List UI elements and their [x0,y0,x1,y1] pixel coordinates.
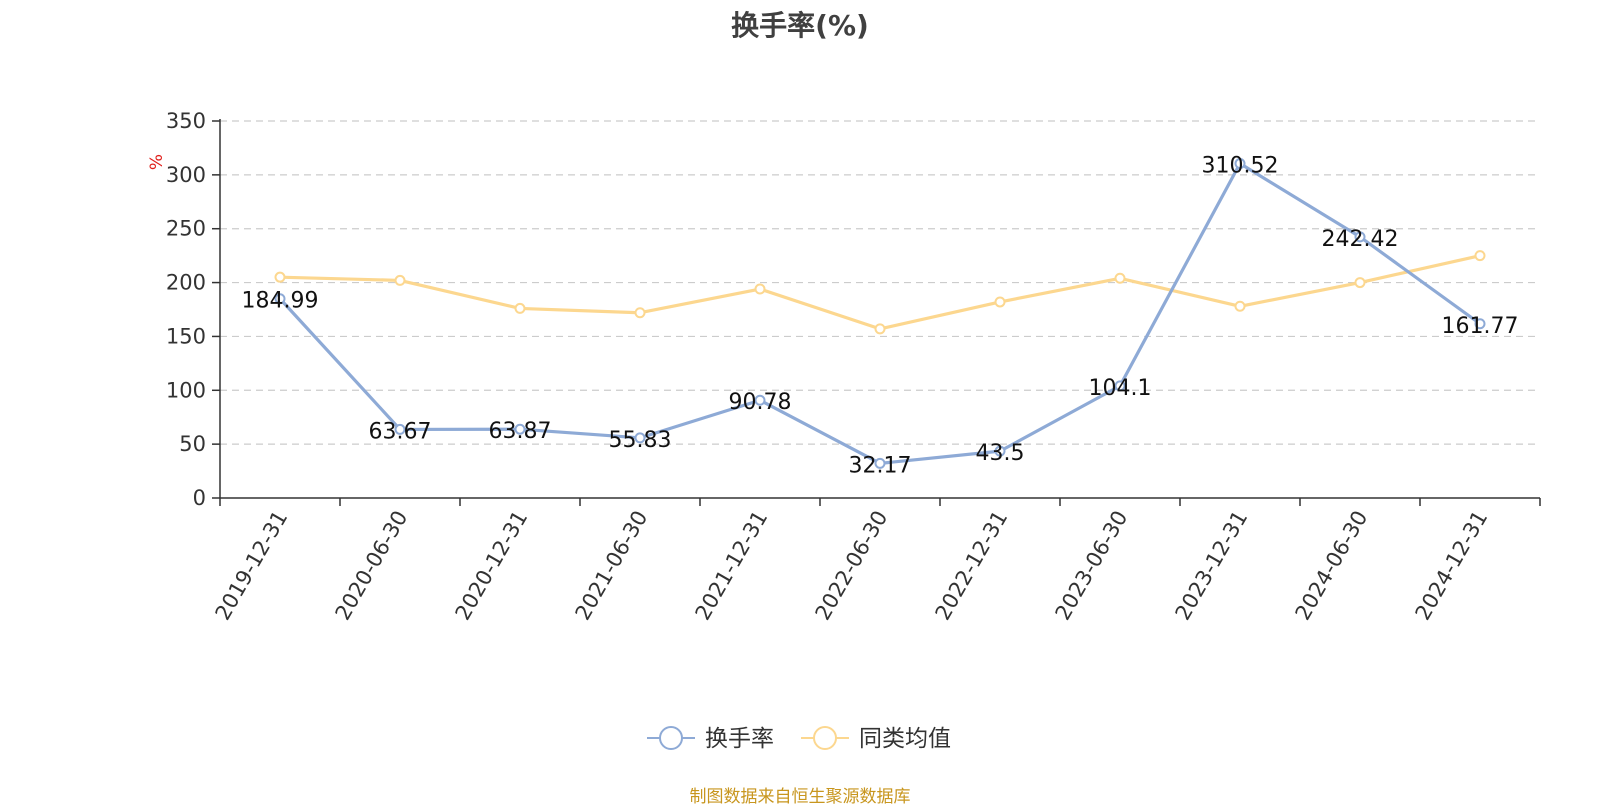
legend-item-turnover[interactable]: 换手率 [647,726,774,752]
data-point-turnover [514,423,526,435]
legend-label: 换手率 [705,726,774,752]
data-point-turnover [394,423,406,435]
data-point-turnover [994,445,1006,457]
data-point-turnover [1354,231,1366,243]
legend[interactable]: 换手率 同类均值 [647,726,951,752]
y-tick-label: 100 [166,378,206,402]
y-tick-label: 150 [166,324,206,348]
chart-title: 换手率(%) [731,9,869,42]
y-tick-label: 200 [166,271,206,295]
data-label-turnover: 242.42 [1322,227,1399,252]
x-tick-label: 2023-12-31 [1171,507,1253,625]
y-tick-label: 250 [166,217,206,241]
legend-marker-icon [659,726,683,750]
data-point-peer-average [874,323,886,335]
data-point-peer-average [1474,250,1486,262]
series-line-peer-average [279,254,1481,331]
data-point-peer-average [994,296,1006,308]
legend-item-peer-average[interactable]: 同类均值 [801,726,951,752]
data-point-turnover [634,432,646,444]
data-label-turnover: 161.77 [1442,314,1519,339]
data-point-turnover [754,394,766,406]
data-point-peer-average [1354,277,1366,289]
y-tick-label: 50 [179,432,206,456]
y-tick-label: 300 [166,163,206,187]
data-point-turnover [1234,158,1246,170]
data-point-peer-average [1114,272,1126,284]
data-point-turnover [274,293,286,305]
x-tick-label: 2019-12-31 [211,507,293,625]
data-point-peer-average [274,271,286,283]
data-point-turnover [1114,380,1126,392]
data-label-turnover: 63.87 [489,419,552,444]
x-tick-label: 2022-12-31 [931,507,1013,625]
data-label-turnover: 310.52 [1202,154,1279,179]
data-point-peer-average [514,302,526,314]
data-label-turnover: 32.17 [849,453,912,478]
data-point-peer-average [754,283,766,295]
data-point-peer-average [634,307,646,319]
series-line-turnover [278,161,1481,465]
data-label-turnover: 55.83 [609,428,672,453]
x-tick-label: 2023-06-30 [1051,507,1133,625]
data-point-peer-average [394,274,406,286]
x-tick-label: 2020-06-30 [331,507,413,625]
data-point-peer-average [1234,300,1246,312]
data-label-turnover: 63.67 [369,419,432,444]
data-label-turnover: 104.1 [1089,376,1152,401]
y-axis-unit-label: % [147,154,167,170]
data-point-turnover [1474,318,1486,330]
gridlines [220,120,1540,445]
data-point-turnover [874,457,886,469]
x-tick-label: 2022-06-30 [811,507,893,625]
axes: 0 50 100 150 200 250 300 350% 2019-12-31 2020-06-… [147,109,1541,625]
x-tick-label: 2024-12-31 [1411,507,1493,625]
x-tick-label: 2021-12-31 [691,507,773,625]
y-tick-label: 350 [166,109,206,133]
data-labels: 184.99 63.67 63.87 55.83 90.78 32.17 43.5 104.1… [242,154,1519,479]
source-note: 制图数据来自恒生聚源数据库 [689,787,911,807]
x-tick-label: 2024-06-30 [1291,507,1373,625]
series-layer [274,158,1486,469]
data-label-turnover: 43.5 [976,441,1025,466]
data-label-turnover: 90.78 [729,390,792,415]
data-label-turnover: 184.99 [242,289,319,314]
legend-label: 同类均值 [859,726,951,752]
x-tick-label: 2021-06-30 [571,507,653,625]
legend-marker-icon [813,726,837,750]
x-tick-label: 2020-12-31 [451,507,533,625]
y-tick-label: 0 [193,486,206,510]
